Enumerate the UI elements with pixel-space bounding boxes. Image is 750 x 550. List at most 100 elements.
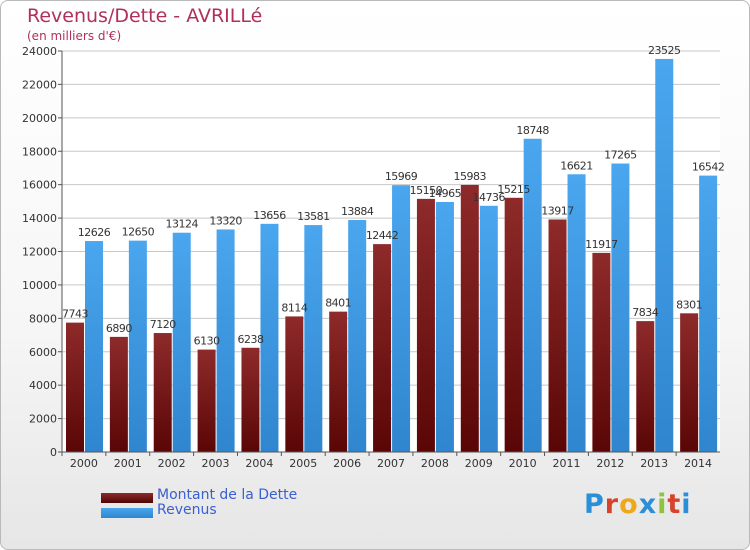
bar-revenus-label: 16542 (692, 161, 725, 174)
bar-revenus-2001 (128, 240, 147, 452)
bar-revenus-label: 13884 (341, 205, 374, 218)
bar-debt-label: 6890 (106, 322, 132, 335)
y-tick-label: 22000 (22, 78, 57, 91)
bar-debt-2013 (636, 321, 655, 452)
x-tick-label: 2011 (552, 457, 580, 470)
proxiti-logo-letter: i (681, 489, 692, 520)
bar-debt-label: 15983 (454, 170, 487, 183)
bar-revenus-2007 (392, 185, 411, 452)
bar-revenus-label: 13581 (297, 210, 330, 223)
bar-debt-label: 8114 (281, 301, 307, 314)
x-tick-label: 2014 (684, 457, 712, 470)
bar-debt-label: 7120 (150, 318, 176, 331)
bar-revenus-label: 12626 (78, 226, 111, 239)
bar-revenus-label: 18748 (516, 124, 549, 137)
bar-debt-label: 6238 (237, 333, 263, 346)
bar-revenus-2010 (523, 138, 542, 452)
y-tick-label: 18000 (22, 145, 57, 158)
bar-debt-2011 (548, 219, 567, 452)
bar-debt-label: 15150 (410, 184, 443, 197)
bar-debt-2007 (373, 244, 392, 452)
bar-debt-2008 (416, 198, 435, 452)
bar-revenus-2009 (479, 205, 498, 452)
x-tick-label: 2000 (70, 457, 98, 470)
bar-debt-label: 13917 (541, 204, 574, 217)
y-tick-label: 24000 (22, 45, 57, 58)
bar-revenus-label: 17265 (604, 149, 637, 162)
bar-debt-2012 (592, 252, 611, 452)
x-tick-label: 2005 (289, 457, 317, 470)
bar-revenus-label: 15969 (385, 170, 418, 183)
y-tick-label: 6000 (29, 346, 57, 359)
bar-revenus-2002 (172, 232, 191, 452)
bar-revenus-label: 14965 (429, 187, 462, 200)
x-tick-label: 2002 (158, 457, 186, 470)
bar-debt-label: 15215 (497, 183, 530, 196)
bar-debt-label: 12442 (366, 229, 399, 242)
y-tick-label: 4000 (29, 379, 57, 392)
x-tick-label: 2006 (333, 457, 361, 470)
legend-label-debt: Montant de la Dette (157, 487, 298, 503)
proxiti-logo-letter: o (619, 489, 639, 520)
bar-debt-2006 (329, 311, 348, 452)
bar-debt-label: 8401 (325, 297, 351, 310)
bar-debt-label: 11917 (585, 238, 618, 251)
bar-revenus-label: 12650 (122, 226, 155, 239)
y-tick-label: 12000 (22, 246, 57, 259)
legend-label-revenus: Revenus (157, 502, 217, 518)
proxiti-logo-letter: t (667, 489, 682, 520)
bar-debt-2010 (504, 197, 523, 452)
bar-revenus-label: 13124 (165, 218, 198, 231)
bar-debt-2004 (241, 347, 260, 452)
bar-revenus-label: 13656 (253, 209, 286, 222)
x-tick-label: 2009 (465, 457, 493, 470)
y-tick-label: 10000 (22, 279, 57, 292)
bar-debt-2000 (66, 322, 84, 452)
y-tick-label: 14000 (22, 212, 57, 225)
proxiti-logo-letter: P (584, 489, 605, 520)
bar-revenus-2011 (567, 174, 586, 453)
y-tick-label: 16000 (22, 179, 57, 192)
x-tick-label: 2013 (640, 457, 668, 470)
bar-debt-label: 6130 (194, 335, 220, 348)
bar-revenus-2004 (260, 223, 279, 452)
bar-revenus-2013 (655, 58, 674, 452)
proxiti-logo: Proxiti (584, 489, 692, 520)
bar-debt-2005 (285, 316, 304, 452)
x-tick-label: 2012 (596, 457, 624, 470)
bar-debt-label: 7743 (62, 308, 88, 321)
bar-revenus-2005 (304, 225, 323, 452)
x-tick-label: 2007 (377, 457, 405, 470)
x-tick-label: 2003 (202, 457, 230, 470)
x-tick-label: 2008 (421, 457, 449, 470)
bar-debt-2002 (153, 333, 172, 452)
proxiti-logo-letter: x (638, 489, 658, 520)
bar-revenus-2008 (435, 201, 454, 452)
x-tick-label: 2010 (509, 457, 537, 470)
bar-revenus-label: 16621 (560, 159, 593, 172)
bar-revenus-label: 13320 (209, 214, 242, 227)
chart-subtitle: (en milliers d'€) (27, 29, 122, 43)
proxiti-logo-letter: r (604, 489, 620, 520)
x-tick-label: 2001 (114, 457, 142, 470)
bar-revenus-2012 (611, 163, 630, 452)
proxiti-logo-letter: i (657, 489, 668, 520)
bar-debt-2001 (109, 336, 128, 452)
bar-revenus-2014 (699, 175, 718, 452)
x-tick-label: 2004 (245, 457, 273, 470)
bar-revenus-label: 23525 (648, 44, 681, 57)
bar-debt-2014 (680, 313, 699, 452)
bar-revenus-label: 14736 (473, 191, 506, 204)
bar-debt-label: 7834 (632, 306, 658, 319)
chart-title: Revenus/Dette - AVRILLé (27, 5, 263, 27)
y-tick-label: 20000 (22, 112, 57, 125)
bar-revenus-2000 (85, 241, 103, 452)
bar-revenus-2006 (348, 220, 367, 452)
bar-revenus-2003 (216, 229, 235, 452)
legend-swatch-debt (101, 493, 153, 503)
y-tick-label: 8000 (29, 312, 57, 325)
legend-swatch-revenus (101, 508, 153, 518)
bar-debt-label: 8301 (676, 298, 702, 311)
